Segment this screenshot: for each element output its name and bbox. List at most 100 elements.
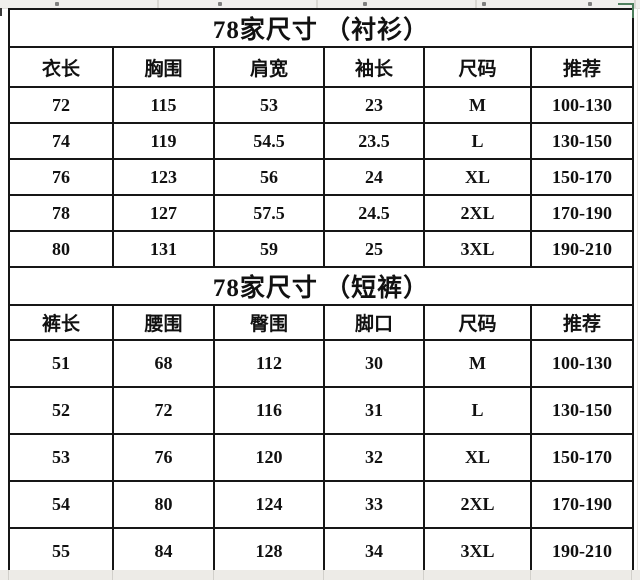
cell[interactable]: 2XL	[423, 480, 532, 529]
cell[interactable]: 76	[112, 433, 215, 482]
table-title-row: 78家尺寸 （衬衫）	[7, 8, 635, 48]
gridline-fragment	[323, 570, 324, 580]
table-row: 78 127 57.5 24.5 2XL 170-190	[8, 194, 635, 232]
cell[interactable]: L	[423, 386, 532, 435]
table-row: 53 76 120 32 XL 150-170	[8, 433, 635, 482]
column-header[interactable]: 尺码	[423, 46, 532, 88]
column-header[interactable]: 肩宽	[213, 46, 325, 88]
cell[interactable]: L	[423, 122, 532, 160]
cell[interactable]: 190-210	[529, 527, 635, 576]
gridline-right	[637, 8, 638, 570]
cell[interactable]: XL	[423, 158, 532, 196]
cell[interactable]: XL	[423, 433, 532, 482]
cell[interactable]: 31	[323, 386, 425, 435]
gridline-fragment	[8, 570, 9, 580]
column-header[interactable]: 推荐	[529, 304, 635, 341]
column-header[interactable]: 脚口	[323, 304, 425, 341]
cell[interactable]: 150-170	[529, 158, 635, 196]
cell[interactable]: 56	[213, 158, 325, 196]
cell[interactable]: 72	[8, 86, 114, 124]
cell[interactable]: 130-150	[529, 386, 635, 435]
cell[interactable]: 170-190	[529, 194, 635, 232]
cell[interactable]: 150-170	[529, 433, 635, 482]
cell[interactable]: 124	[213, 480, 325, 529]
cell[interactable]: 170-190	[529, 480, 635, 529]
cell[interactable]: 120	[213, 433, 325, 482]
cell[interactable]: 32	[323, 433, 425, 482]
cell[interactable]: 127	[112, 194, 215, 232]
column-letter-fragment	[482, 2, 486, 6]
cell[interactable]: 100-130	[529, 86, 635, 124]
cell[interactable]: 23.5	[323, 122, 425, 160]
column-letter-fragment	[363, 2, 367, 6]
size-sheet: 78家尺寸 （衬衫） 衣长 胸围 肩宽 袖长 尺码 推荐 72 115 53 23 M 100-130 7…	[7, 8, 635, 576]
table-row: 51 68 112 30 M 100-130	[8, 339, 635, 388]
cell[interactable]: 74	[8, 122, 114, 160]
cell-selection-border-side	[632, 3, 634, 18]
gridline-fragment	[0, 8, 2, 16]
cell[interactable]: 24	[323, 158, 425, 196]
cell[interactable]: 123	[112, 158, 215, 196]
cell-selection-border-top	[618, 3, 634, 5]
table-header-row: 裤长 腰围 臀围 脚口 尺码 推荐	[8, 304, 635, 341]
cell[interactable]: 53	[8, 433, 114, 482]
cell[interactable]: 3XL	[423, 527, 532, 576]
cell[interactable]: 72	[112, 386, 215, 435]
spreadsheet-bottom-strip	[0, 570, 640, 580]
column-header[interactable]: 臀围	[213, 304, 325, 341]
table-section: 78家尺寸 （短裤） 裤长 腰围 臀围 脚口 尺码 推荐 51 68 112 30 M 100-130 5…	[7, 266, 635, 576]
column-header[interactable]: 腰围	[112, 304, 215, 341]
cell[interactable]: 112	[213, 339, 325, 388]
column-header[interactable]: 裤长	[8, 304, 114, 341]
cell[interactable]: 131	[112, 230, 215, 268]
cell[interactable]: 30	[323, 339, 425, 388]
cell[interactable]: 2XL	[423, 194, 532, 232]
cell[interactable]: 80	[112, 480, 215, 529]
cell[interactable]: 84	[112, 527, 215, 576]
cell[interactable]: 55	[8, 527, 114, 576]
cell[interactable]: 76	[8, 158, 114, 196]
column-header[interactable]: 袖长	[323, 46, 425, 88]
cell[interactable]: 115	[112, 86, 215, 124]
cell[interactable]: 3XL	[423, 230, 532, 268]
cell[interactable]: 59	[213, 230, 325, 268]
cell[interactable]: 116	[213, 386, 325, 435]
cell[interactable]: 78	[8, 194, 114, 232]
cell[interactable]: M	[423, 339, 532, 388]
cell[interactable]: 24.5	[323, 194, 425, 232]
column-header[interactable]: 推荐	[529, 46, 635, 88]
cell[interactable]: 100-130	[529, 339, 635, 388]
cell[interactable]: 25	[323, 230, 425, 268]
table-header-row: 衣长 胸围 肩宽 袖长 尺码 推荐	[8, 46, 635, 88]
gridline-fragment	[423, 570, 424, 580]
cell[interactable]: 57.5	[213, 194, 325, 232]
gridline-fragment	[112, 570, 113, 580]
table-title[interactable]: 78家尺寸 （短裤）	[7, 266, 635, 306]
column-header[interactable]: 胸围	[112, 46, 215, 88]
cell[interactable]: 130-150	[529, 122, 635, 160]
cell[interactable]: 80	[8, 230, 114, 268]
gridline-fragment	[631, 570, 632, 580]
cell[interactable]: 190-210	[529, 230, 635, 268]
column-header[interactable]: 衣长	[8, 46, 114, 88]
cell[interactable]: M	[423, 86, 532, 124]
table-section: 78家尺寸 （衬衫） 衣长 胸围 肩宽 袖长 尺码 推荐 72 115 53 23 M 100-130 7…	[7, 8, 635, 268]
table-row: 74 119 54.5 23.5 L 130-150	[8, 122, 635, 160]
cell[interactable]: 53	[213, 86, 325, 124]
cell[interactable]: 51	[8, 339, 114, 388]
cell[interactable]: 128	[213, 527, 325, 576]
cell[interactable]: 34	[323, 527, 425, 576]
cell[interactable]: 68	[112, 339, 215, 388]
column-header[interactable]: 尺码	[423, 304, 532, 341]
column-letter-fragment	[588, 2, 592, 6]
cell[interactable]: 52	[8, 386, 114, 435]
cell[interactable]: 54.5	[213, 122, 325, 160]
cell[interactable]: 119	[112, 122, 215, 160]
table-row: 72 115 53 23 M 100-130	[8, 86, 635, 124]
gridline-fragment	[530, 570, 531, 580]
cell[interactable]: 33	[323, 480, 425, 529]
cell[interactable]: 23	[323, 86, 425, 124]
cell[interactable]: 54	[8, 480, 114, 529]
table-title[interactable]: 78家尺寸 （衬衫）	[7, 8, 635, 48]
